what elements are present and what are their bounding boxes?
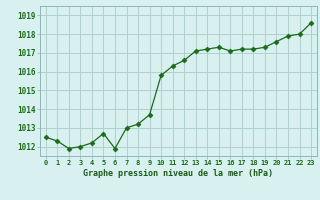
X-axis label: Graphe pression niveau de la mer (hPa): Graphe pression niveau de la mer (hPa) <box>84 169 273 178</box>
